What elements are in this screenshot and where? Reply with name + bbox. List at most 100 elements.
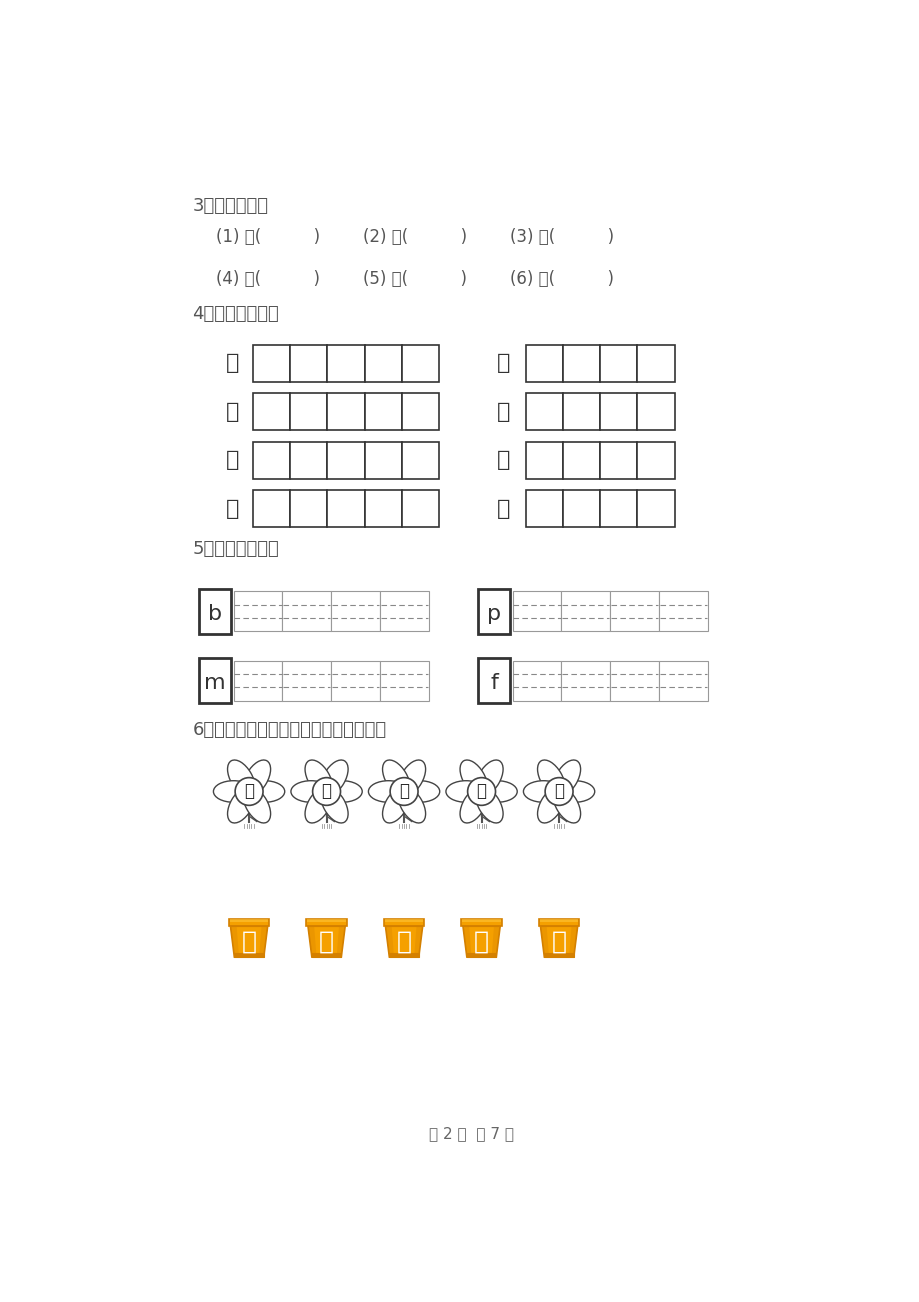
Bar [327,491,364,527]
Bar [609,660,658,700]
Bar [199,589,231,634]
Ellipse shape [227,760,255,797]
Bar [637,441,674,479]
Polygon shape [539,926,577,957]
Bar [609,591,658,631]
Bar [562,345,599,381]
Text: 音: 音 [322,783,331,801]
Bar [389,953,418,957]
Bar [599,345,637,381]
Text: 木: 木 [226,353,239,374]
Circle shape [390,777,417,806]
Bar [525,491,562,527]
Bar [253,345,289,381]
Ellipse shape [537,760,564,797]
Text: 3、我会组词。: 3、我会组词。 [192,198,268,215]
Polygon shape [385,926,422,957]
Ellipse shape [305,786,333,823]
Polygon shape [539,926,549,957]
Bar [599,441,637,479]
Bar [380,591,428,631]
Bar [525,345,562,381]
Text: 工: 工 [497,499,510,519]
Bar [658,591,707,631]
Text: 中: 中 [497,450,510,470]
Bar [461,918,501,926]
Bar [561,660,609,700]
Text: 地: 地 [244,783,254,801]
Text: 苦: 苦 [242,930,256,953]
Text: f: f [490,673,497,693]
Bar [384,919,423,922]
Bar [230,919,268,922]
Ellipse shape [368,781,408,802]
Bar [199,659,231,703]
Ellipse shape [322,781,362,802]
Polygon shape [385,926,393,957]
Text: 巴: 巴 [319,930,334,953]
Ellipse shape [523,781,563,802]
Bar [599,491,637,527]
Circle shape [545,777,573,806]
Polygon shape [259,926,267,957]
Ellipse shape [552,760,580,797]
Ellipse shape [382,786,410,823]
Bar [282,660,331,700]
Bar [312,953,341,957]
Polygon shape [491,926,500,957]
Text: (5) 车(          ): (5) 车( ) [363,271,467,289]
Bar [327,441,364,479]
Text: (4) 树(          ): (4) 树( ) [216,271,320,289]
Bar [327,345,364,381]
Polygon shape [569,926,577,957]
Bar [539,919,578,922]
Bar [253,393,289,431]
Bar [234,953,264,957]
Ellipse shape [305,760,333,797]
Ellipse shape [554,781,594,802]
Bar [289,345,327,381]
Bar [525,393,562,431]
Polygon shape [308,926,345,957]
Bar [282,591,331,631]
Bar [402,345,438,381]
Text: m: m [204,673,225,693]
Ellipse shape [475,786,503,823]
Ellipse shape [213,781,254,802]
Polygon shape [336,926,345,957]
Bar [402,491,438,527]
Text: 劳: 劳 [553,783,563,801]
Bar [562,393,599,431]
Text: 师: 师 [551,930,566,953]
Bar [637,491,674,527]
Ellipse shape [243,760,270,797]
Ellipse shape [399,781,439,802]
Ellipse shape [460,760,487,797]
Text: 5、我会写拼音！: 5、我会写拼音！ [192,540,279,559]
Text: (3) 衣(          ): (3) 衣( ) [510,228,614,246]
Text: 老: 老 [476,783,486,801]
Text: 上: 上 [226,499,239,519]
Text: 千: 千 [226,402,239,422]
Ellipse shape [320,760,347,797]
Text: (1) 门(          ): (1) 门( ) [216,228,320,246]
Circle shape [467,777,495,806]
Ellipse shape [552,786,580,823]
Polygon shape [308,926,316,957]
Ellipse shape [398,786,425,823]
Bar [289,491,327,527]
Ellipse shape [227,786,255,823]
Bar [253,441,289,479]
Bar [539,918,579,926]
Bar [562,441,599,479]
Bar [512,591,561,631]
Bar [658,660,707,700]
Text: 古: 古 [497,353,510,374]
Bar [306,918,346,926]
Ellipse shape [243,786,270,823]
Ellipse shape [476,781,516,802]
Bar [561,591,609,631]
Polygon shape [414,926,422,957]
Ellipse shape [382,760,410,797]
Text: (2) 水(          ): (2) 水( ) [363,228,467,246]
